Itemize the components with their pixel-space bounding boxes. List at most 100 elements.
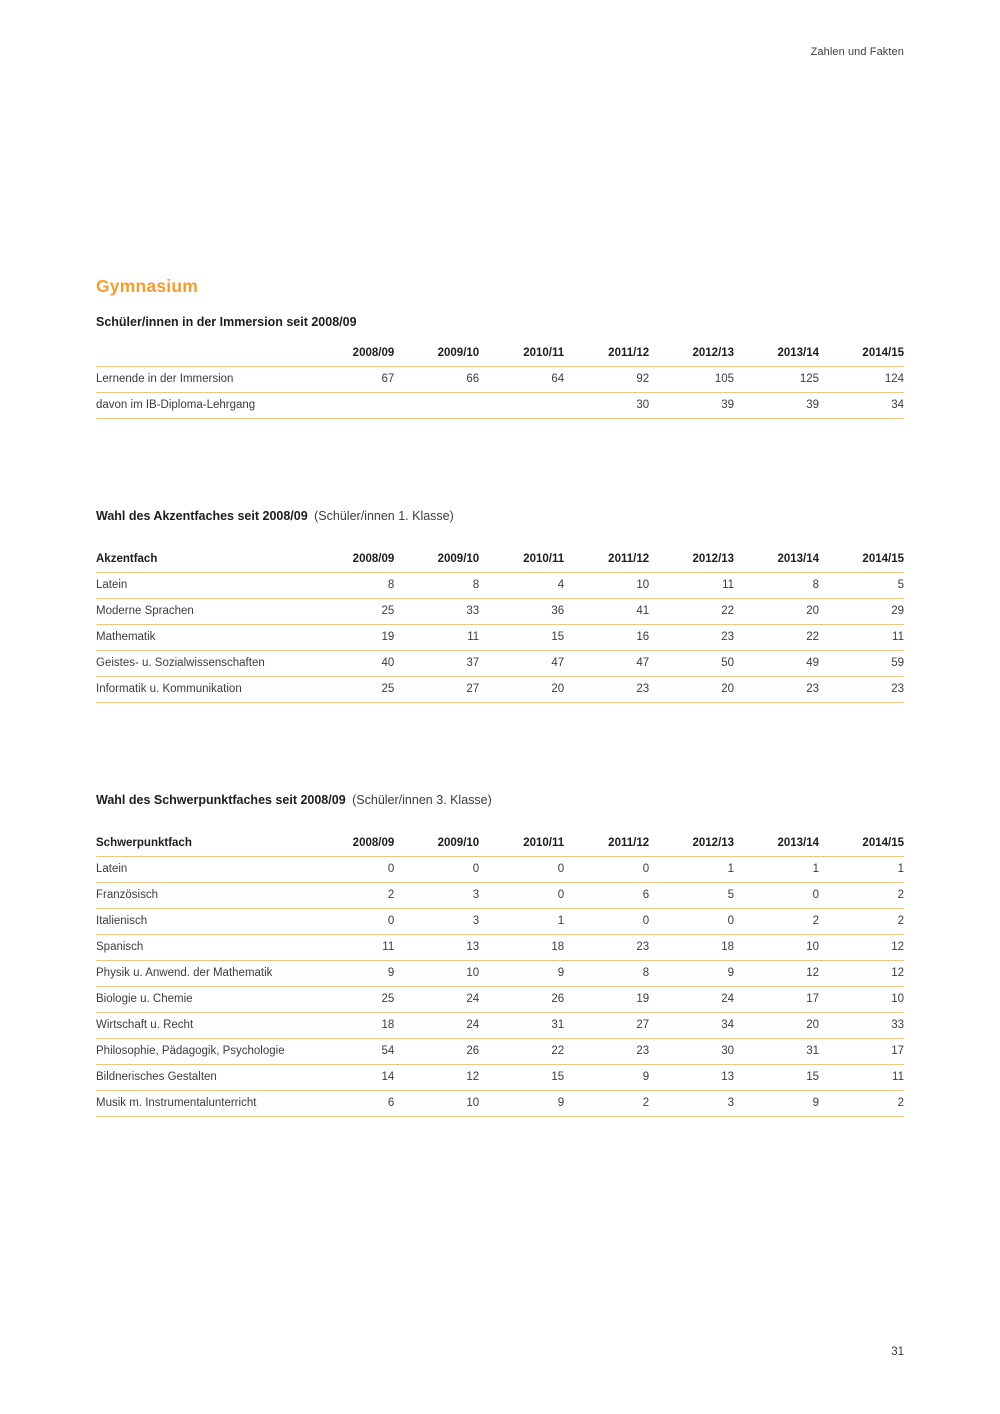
cell-value: 5 (649, 882, 735, 909)
cell-value: 1 (819, 856, 904, 883)
page-number: 31 (891, 1346, 904, 1358)
table-header-year: 2014/15 (819, 341, 904, 367)
cell-value: 1 (734, 856, 820, 883)
cell-value: 10 (734, 934, 820, 961)
data-table: 2008/09 2009/10 2010/11 2011/12 2012/13 2013/… (96, 341, 904, 419)
cell-value: 2 (309, 882, 395, 909)
cell-value: 15 (479, 1064, 565, 1091)
table-row: Musik m. Instrumentalunterricht 6 10 9 2 3 9 2 (96, 1090, 904, 1117)
table-header-year: 2014/15 (819, 831, 904, 857)
table-header-year: 2014/15 (819, 547, 904, 573)
cell-value: 26 (479, 986, 565, 1013)
cell-value: 20 (479, 676, 565, 703)
section-heading-bold: Schüler/innen in der Immersion seit 2008… (96, 315, 357, 329)
cell-value: 64 (479, 366, 565, 393)
row-label: Wirtschaft u. Recht (96, 1012, 310, 1039)
row-label: Bildnerisches Gestalten (96, 1064, 310, 1091)
table-header-year: 2008/09 (309, 831, 395, 857)
table-row: Latein 8 8 4 10 11 8 5 (96, 572, 904, 599)
table-header-row: Schwerpunktfach 2008/09 2009/10 2010/11 2011… (96, 831, 904, 857)
cell-value: 22 (734, 624, 820, 651)
cell-value: 26 (394, 1038, 480, 1065)
table-header-year: 2008/09 (309, 547, 395, 573)
cell-value: 15 (479, 624, 565, 651)
row-label: Informatik u. Kommunikation (96, 676, 310, 703)
cell-value: 3 (649, 1090, 735, 1117)
table-header-year: 2011/12 (564, 341, 650, 367)
table-header-year: 2009/10 (394, 547, 480, 573)
cell-value: 13 (394, 934, 480, 961)
cell-value: 23 (649, 624, 735, 651)
cell-value: 54 (309, 1038, 395, 1065)
table-header-year: 2011/12 (564, 547, 650, 573)
table-row: Informatik u. Kommunikation 25 27 20 23 20 23 2… (96, 676, 904, 703)
table-section: Wahl des Schwerpunktfaches seit 2008/09 … (96, 793, 904, 1117)
cell-value: 25 (309, 676, 395, 703)
cell-value: 36 (479, 598, 565, 625)
cell-value (394, 392, 480, 419)
table-header-year: 2012/13 (649, 547, 735, 573)
cell-value: 2 (819, 882, 904, 909)
cell-value: 47 (479, 650, 565, 677)
cell-value: 23 (819, 676, 904, 703)
table-row: Spanisch 11 13 18 23 18 10 12 (96, 934, 904, 961)
table-header-label (96, 341, 310, 367)
table-row: Italienisch 0 3 1 0 0 2 2 (96, 908, 904, 935)
cell-value: 9 (649, 960, 735, 987)
cell-value: 0 (479, 882, 565, 909)
cell-value: 8 (734, 572, 820, 599)
cell-value: 33 (819, 1012, 904, 1039)
cell-value: 10 (394, 960, 480, 987)
cell-value: 1 (649, 856, 735, 883)
cell-value: 2 (564, 1090, 650, 1117)
table-header-year: 2008/09 (309, 341, 395, 367)
cell-value: 11 (819, 624, 904, 651)
cell-value: 22 (649, 598, 735, 625)
cell-value: 18 (309, 1012, 395, 1039)
cell-value (309, 392, 395, 419)
cell-value: 3 (394, 882, 480, 909)
cell-value: 24 (394, 1012, 480, 1039)
table-row: davon im IB-Diploma-Lehrgang 30 39 39 34 (96, 392, 904, 419)
cell-value: 3 (394, 908, 480, 935)
table-header-year: 2010/11 (479, 547, 565, 573)
table-header-row: 2008/09 2009/10 2010/11 2011/12 2012/13 2013/… (96, 341, 904, 367)
table-header-year: 2012/13 (649, 831, 735, 857)
table-row: Geistes- u. Sozialwissenschaften 40 37 47 47… (96, 650, 904, 677)
cell-value: 8 (309, 572, 395, 599)
cell-value: 0 (564, 908, 650, 935)
cell-value: 30 (649, 1038, 735, 1065)
row-label: Lernende in der Immersion (96, 366, 310, 393)
cell-value: 12 (819, 934, 904, 961)
sections-container: Schüler/innen in der Immersion seit 2008… (96, 315, 904, 1117)
table-header-year: 2013/14 (734, 341, 820, 367)
cell-value: 59 (819, 650, 904, 677)
table-header-year: 2012/13 (649, 341, 735, 367)
cell-value: 9 (564, 1064, 650, 1091)
cell-value: 31 (734, 1038, 820, 1065)
cell-value: 18 (479, 934, 565, 961)
row-label: Latein (96, 572, 310, 599)
table-section: Wahl des Akzentfaches seit 2008/09 (Schü… (96, 509, 904, 703)
cell-value: 16 (564, 624, 650, 651)
cell-value: 31 (479, 1012, 565, 1039)
data-table: Akzentfach 2008/09 2009/10 2010/11 2011/12 20… (96, 547, 904, 703)
cell-value: 24 (649, 986, 735, 1013)
cell-value: 12 (819, 960, 904, 987)
table-header-year: 2009/10 (394, 341, 480, 367)
cell-value: 18 (649, 934, 735, 961)
cell-value: 12 (394, 1064, 480, 1091)
cell-value: 39 (649, 392, 735, 419)
cell-value: 29 (819, 598, 904, 625)
cell-value: 6 (309, 1090, 395, 1117)
table-header-year: 2013/14 (734, 547, 820, 573)
cell-value: 40 (309, 650, 395, 677)
cell-value: 6 (564, 882, 650, 909)
cell-value: 10 (394, 1090, 480, 1117)
cell-value: 15 (734, 1064, 820, 1091)
cell-value: 23 (564, 934, 650, 961)
row-label: Spanisch (96, 934, 310, 961)
table-row: Moderne Sprachen 25 33 36 41 22 20 29 (96, 598, 904, 625)
row-label: Physik u. Anwend. der Mathematik (96, 960, 310, 987)
